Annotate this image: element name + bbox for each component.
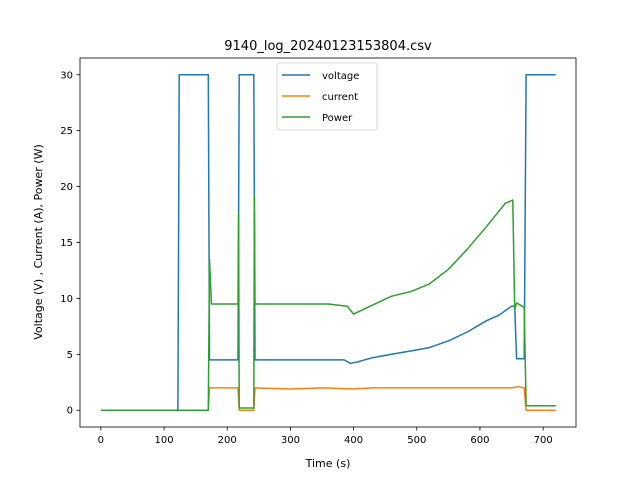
legend: voltage current Power — [276, 62, 378, 131]
y-tick-label: 25 — [60, 126, 73, 137]
series-line-current — [100, 385, 556, 411]
plot-area — [100, 74, 556, 411]
x-tick-label: 200 — [218, 435, 237, 446]
x-tick-label: 400 — [344, 435, 363, 446]
y-tick-label: 5 — [67, 350, 73, 361]
x-tick-label: 300 — [281, 435, 300, 446]
legend-label-power: Power — [322, 113, 353, 124]
y-axis-label: Voltage (V) , Current (A), Power (W) — [32, 144, 45, 339]
y-tick-label: 30 — [60, 70, 73, 81]
axes: 0 100 200 300 400 500 600 700 0 5 10 15 20 25 30 — [60, 57, 577, 446]
series-line-power — [100, 194, 556, 411]
y-tick-label: 20 — [60, 182, 73, 193]
x-tick-label: 100 — [154, 435, 173, 446]
x-tick-label: 600 — [470, 435, 489, 446]
x-axis-label: Time (s) — [305, 457, 351, 470]
legend-label-current: current — [322, 92, 358, 103]
x-tick-label: 500 — [407, 435, 426, 446]
y-tick-label: 10 — [60, 294, 73, 305]
y-tick-label: 0 — [67, 406, 73, 417]
x-tick-label: 0 — [98, 435, 104, 446]
legend-label-voltage: voltage — [322, 71, 359, 82]
legend-box — [276, 62, 378, 131]
x-tick-label: 700 — [534, 435, 553, 446]
chart-title: 9140_log_20240123153804.csv — [224, 39, 432, 54]
y-tick-label: 15 — [60, 238, 73, 249]
